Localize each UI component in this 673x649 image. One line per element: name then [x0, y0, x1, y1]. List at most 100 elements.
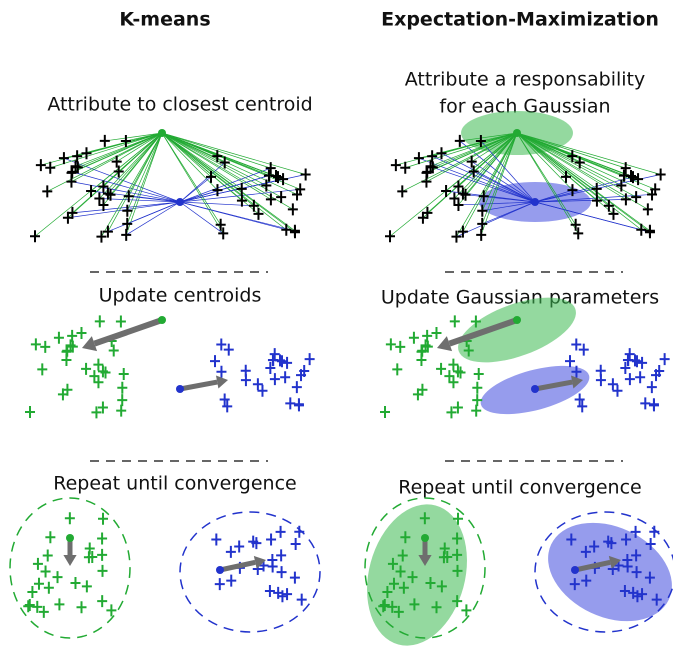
- point: [449, 315, 460, 328]
- point: [272, 171, 283, 184]
- centroid: [571, 566, 579, 574]
- link: [432, 167, 536, 203]
- point: [266, 533, 277, 546]
- link: [480, 140, 536, 203]
- point: [97, 532, 108, 545]
- link: [516, 132, 597, 190]
- point: [431, 601, 442, 614]
- point: [54, 598, 65, 611]
- point: [115, 315, 126, 328]
- point: [111, 155, 122, 168]
- point: [385, 230, 396, 243]
- link: [432, 155, 536, 203]
- point: [595, 364, 606, 377]
- link: [516, 132, 567, 178]
- point: [273, 586, 284, 599]
- point: [299, 365, 310, 378]
- point: [61, 354, 72, 367]
- link: [458, 201, 536, 206]
- point: [66, 175, 77, 188]
- arrow-head: [437, 336, 453, 352]
- point: [94, 192, 105, 205]
- point: [463, 344, 474, 357]
- link: [516, 132, 610, 207]
- gaussian: [548, 522, 672, 622]
- point: [234, 540, 245, 553]
- link: [179, 201, 224, 234]
- point: [269, 373, 280, 386]
- header: K-means: [119, 9, 210, 31]
- point: [285, 397, 296, 410]
- point: [631, 191, 642, 204]
- point: [289, 571, 300, 584]
- link: [456, 201, 536, 237]
- point: [441, 184, 452, 197]
- point: [113, 165, 124, 178]
- point: [612, 384, 623, 397]
- point: [264, 585, 275, 598]
- point: [76, 327, 87, 340]
- link: [516, 132, 579, 234]
- point: [408, 331, 419, 344]
- point: [267, 554, 278, 567]
- link: [473, 132, 518, 172]
- point: [395, 340, 406, 353]
- link: [161, 132, 294, 210]
- point: [223, 343, 234, 356]
- link: [456, 132, 518, 237]
- point: [278, 173, 289, 186]
- link: [430, 132, 518, 167]
- point: [219, 393, 230, 406]
- point: [476, 228, 487, 241]
- point: [70, 160, 81, 173]
- point: [453, 198, 464, 211]
- link: [516, 132, 632, 177]
- point: [452, 401, 463, 414]
- point: [470, 315, 481, 328]
- link: [516, 132, 651, 233]
- link: [458, 132, 518, 206]
- point: [457, 225, 468, 238]
- point: [97, 595, 108, 608]
- point: [400, 531, 411, 544]
- point: [436, 147, 447, 160]
- point: [421, 175, 432, 188]
- point: [448, 376, 459, 389]
- step-label: Update centroids: [99, 285, 262, 307]
- link: [107, 132, 163, 232]
- point: [81, 580, 92, 593]
- link: [71, 181, 181, 203]
- point: [628, 586, 639, 599]
- point: [390, 159, 401, 172]
- link: [179, 167, 271, 203]
- point: [248, 199, 259, 212]
- shapes: [9, 111, 673, 646]
- point: [275, 525, 286, 538]
- point: [32, 600, 43, 613]
- point: [287, 203, 298, 216]
- point: [122, 204, 133, 217]
- point: [455, 366, 466, 379]
- point: [422, 206, 433, 219]
- step-label: Update Gaussian parameters: [381, 287, 659, 309]
- point: [304, 353, 315, 366]
- point: [581, 574, 592, 587]
- point: [240, 364, 251, 377]
- point: [97, 564, 108, 577]
- point: [275, 354, 286, 367]
- point: [567, 184, 578, 197]
- link: [516, 132, 637, 198]
- point: [607, 378, 618, 391]
- point: [25, 405, 36, 418]
- point: [291, 381, 302, 394]
- point: [419, 512, 430, 525]
- point: [206, 170, 217, 183]
- point: [648, 399, 659, 412]
- centroid: [421, 534, 429, 542]
- point: [461, 604, 472, 617]
- point: [42, 185, 53, 198]
- point: [67, 340, 78, 353]
- point: [271, 169, 282, 182]
- point: [225, 545, 236, 558]
- point: [280, 371, 291, 384]
